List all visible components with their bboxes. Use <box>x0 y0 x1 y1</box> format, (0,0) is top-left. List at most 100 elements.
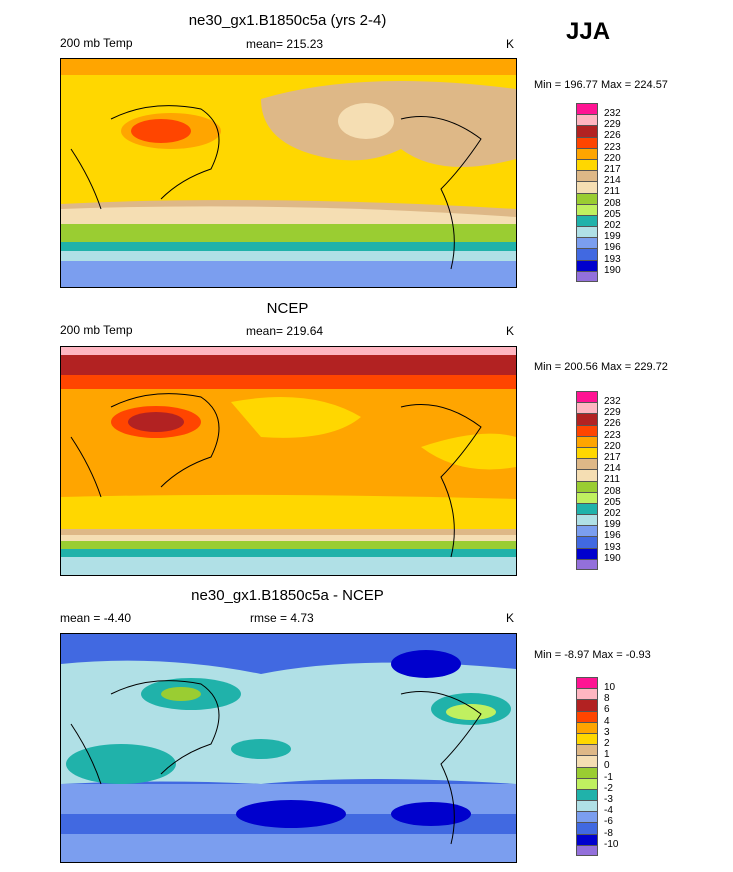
colorbar-swatch <box>576 744 598 756</box>
panel-2-minmax: Min = 200.56 Max = 229.72 <box>534 361 668 373</box>
panel-3-map <box>60 633 517 863</box>
colorbar-label: 229 <box>604 407 621 419</box>
panel-2-mean: mean= 219.64 <box>246 324 324 338</box>
panel-2-variable: 200 mb Temp <box>60 323 133 337</box>
colorbar-label: -8 <box>604 827 613 839</box>
colorbar-label: 6 <box>604 704 610 716</box>
colorbar-label: 4 <box>604 715 610 727</box>
colorbar-label: 190 <box>604 264 621 276</box>
colorbar-swatch <box>576 147 598 159</box>
colorbar-swatch <box>576 800 598 812</box>
colorbar-label: 232 <box>604 396 621 407</box>
panel-1-colorbar-labels: 232 229 226 223 220 217 214 211 208 205 202 199 196 1… <box>604 108 621 276</box>
colorbar-label: 199 <box>604 519 621 531</box>
colorbar-label: 220 <box>604 152 621 164</box>
colorbar-swatch <box>576 688 598 700</box>
panel-1-mean: mean= 215.23 <box>246 37 324 51</box>
colorbar-swatch <box>576 125 598 137</box>
colorbar-label: 199 <box>604 231 621 243</box>
colorbar-label: 229 <box>604 119 621 131</box>
panel-3-colorbar <box>576 677 598 856</box>
colorbar-swatch <box>576 677 598 689</box>
colorbar-label: 8 <box>604 693 610 705</box>
colorbar-label: 205 <box>604 496 621 508</box>
colorbar-swatch <box>576 192 598 204</box>
colorbar-label: 226 <box>604 418 621 430</box>
colorbar-swatch <box>576 214 598 227</box>
colorbar-swatch <box>576 822 598 834</box>
colorbar-label: 10 <box>604 682 616 693</box>
colorbar-swatch <box>576 844 598 856</box>
colorbar-swatch <box>576 270 598 282</box>
colorbar-swatch <box>576 424 598 436</box>
colorbar-swatch <box>576 259 598 271</box>
panel-3-units: K <box>506 611 515 625</box>
colorbar-swatch <box>576 402 598 414</box>
colorbar-swatch <box>576 777 598 789</box>
colorbar-swatch <box>576 203 598 215</box>
colorbar-swatch <box>576 226 598 238</box>
colorbar-swatch <box>576 514 598 526</box>
colorbar-label: 202 <box>604 508 621 520</box>
colorbar-swatch <box>576 136 598 148</box>
colorbar-label: 220 <box>604 440 621 452</box>
colorbar-swatch <box>576 491 598 503</box>
colorbar-label: 211 <box>604 186 620 198</box>
colorbar-swatch <box>576 536 598 548</box>
colorbar-label: -1 <box>604 771 613 783</box>
colorbar-swatch <box>576 114 598 126</box>
panel-3-minmax: Min = -8.97 Max = -0.93 <box>534 649 651 661</box>
colorbar-swatch <box>576 237 598 249</box>
panel-3-rmse: rmse = 4.73 <box>250 611 314 625</box>
colorbar-swatch <box>576 103 598 115</box>
colorbar-label: 226 <box>604 130 621 142</box>
colorbar-swatch <box>576 458 598 470</box>
colorbar-label: 2 <box>604 738 610 750</box>
colorbar-swatch <box>576 833 598 845</box>
colorbar-swatch <box>576 710 598 722</box>
colorbar-swatch <box>576 525 598 537</box>
colorbar-label: 3 <box>604 726 610 738</box>
colorbar-label: 202 <box>604 220 621 232</box>
colorbar-label: -10 <box>604 838 619 850</box>
panel-1-map <box>60 58 517 288</box>
colorbar-label: -2 <box>604 782 613 794</box>
colorbar-swatch <box>576 170 598 182</box>
panel-1-minmax: Min = 196.77 Max = 224.57 <box>534 79 668 91</box>
colorbar-swatch <box>576 788 598 801</box>
colorbar-swatch <box>576 721 598 733</box>
panel-2-colorbar <box>576 391 598 570</box>
panel-2-units: K <box>506 324 515 338</box>
colorbar-label: -4 <box>604 805 613 817</box>
colorbar-label: 208 <box>604 197 621 209</box>
colorbar-label: 193 <box>604 541 621 553</box>
colorbar-swatch <box>576 502 598 515</box>
colorbar-label: 193 <box>604 253 621 265</box>
panel-3-mean: mean = -4.40 <box>60 611 132 625</box>
colorbar-label: -6 <box>604 816 613 828</box>
panel-2-map <box>60 346 517 576</box>
panel-3-colorbar-labels: 10 8 6 4 3 2 1 0 -1 -2 -3 -4 -6 -8 -10 <box>604 682 618 850</box>
colorbar-label: 223 <box>604 429 621 441</box>
colorbar-label: 211 <box>604 474 620 486</box>
colorbar-swatch <box>576 391 598 403</box>
season-label: JJA <box>566 18 611 45</box>
panel-1-title: ne30_gx1.B1850c5a (yrs 2-4) <box>188 12 387 29</box>
colorbar-swatch <box>576 181 598 193</box>
colorbar-label: 208 <box>604 485 621 497</box>
colorbar-label: 205 <box>604 208 621 220</box>
panel-2-title: NCEP <box>266 300 309 317</box>
panel-2-colorbar-labels: 232 229 226 223 220 217 214 211 208 205 202 199 196 1… <box>604 396 621 564</box>
colorbar-swatch <box>576 469 598 481</box>
panel-1-colorbar <box>576 103 598 282</box>
colorbar-label: 0 <box>604 760 610 772</box>
colorbar-swatch <box>576 766 598 778</box>
colorbar-label: -3 <box>604 794 613 806</box>
colorbar-label: 214 <box>604 463 621 475</box>
colorbar-swatch <box>576 480 598 492</box>
colorbar-swatch <box>576 699 598 711</box>
colorbar-swatch <box>576 755 598 767</box>
colorbar-label: 232 <box>604 108 621 119</box>
colorbar-swatch <box>576 248 598 260</box>
colorbar-label: 214 <box>604 175 621 187</box>
